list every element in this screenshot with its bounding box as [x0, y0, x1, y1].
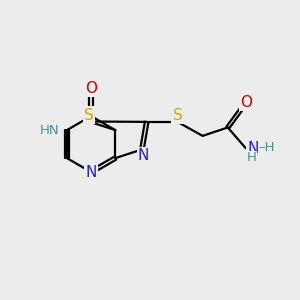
Text: –H: –H: [258, 141, 275, 154]
Text: H: H: [246, 152, 256, 164]
Text: N: N: [248, 141, 259, 156]
Text: HN: HN: [40, 124, 59, 136]
Text: S: S: [172, 108, 182, 123]
Text: S: S: [84, 107, 94, 122]
Text: O: O: [85, 81, 97, 96]
Text: O: O: [240, 94, 252, 110]
Text: N: N: [138, 148, 149, 164]
Text: N: N: [85, 165, 97, 180]
